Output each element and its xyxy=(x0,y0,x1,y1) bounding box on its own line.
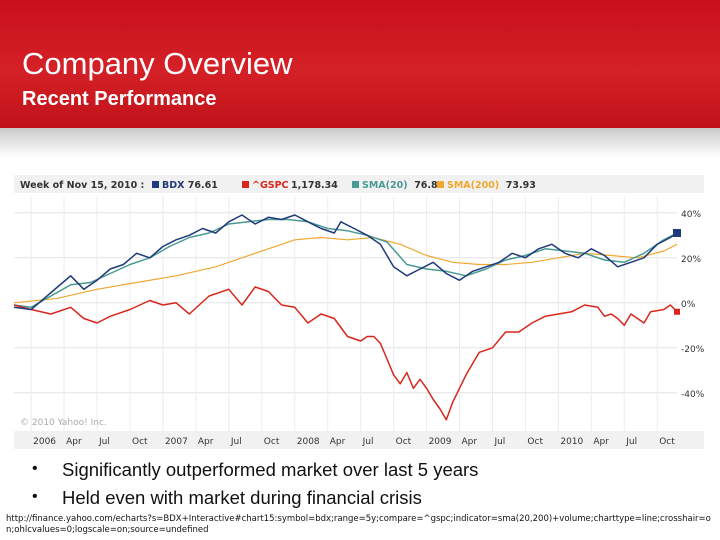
bullet-icon: • xyxy=(32,488,38,505)
y-tick-label: -40% xyxy=(681,390,704,400)
x-tick-label: Oct xyxy=(659,437,675,447)
stock-chart-svg: 40% 20% 0% -20% -40% 2006 Apr Jul Oct 2007 Apr Jul O… xyxy=(13,175,705,449)
x-tick-label: Apr xyxy=(593,437,609,447)
y-tick-label: -20% xyxy=(681,345,704,355)
legend-series-value: 76.85 xyxy=(414,180,444,191)
stock-chart: 40% 20% 0% -20% -40% 2006 Apr Jul Oct 2007 Apr Jul O… xyxy=(13,175,705,449)
chart-background xyxy=(14,175,704,449)
x-tick-label: Apr xyxy=(330,437,346,447)
x-tick-label: 2007 xyxy=(165,437,188,447)
x-tick-label: 2010 xyxy=(560,437,583,447)
bullet-item: • Significantly outperformed market over… xyxy=(32,459,712,487)
bdx-end-marker xyxy=(673,229,681,237)
legend-series-name: BDX xyxy=(162,180,185,191)
x-tick-label: Jul xyxy=(362,437,374,447)
y-tick-label: 20% xyxy=(681,255,701,265)
legend-series-name: SMA(200) xyxy=(447,180,499,191)
legend-series-name: ^GSPC xyxy=(252,180,289,191)
legend-series-value: 76.61 xyxy=(188,180,218,191)
y-tick-label: 40% xyxy=(681,210,701,220)
x-tick-label: Oct xyxy=(264,437,280,447)
legend-swatch xyxy=(437,181,444,188)
legend-swatch xyxy=(242,181,249,188)
legend-swatch xyxy=(152,181,159,188)
x-tick-label: 2008 xyxy=(297,437,320,447)
slide-subtitle: Recent Performance xyxy=(22,88,217,110)
x-tick-label: Jul xyxy=(625,437,637,447)
x-tick-label: Oct xyxy=(396,437,412,447)
x-tick-label: Apr xyxy=(198,437,214,447)
legend-series-value: 73.93 xyxy=(506,180,536,191)
bullet-text: Held even with market during financial c… xyxy=(62,487,422,508)
series-line-gspc xyxy=(13,286,678,421)
bullet-text: Significantly outperformed market over l… xyxy=(62,459,479,480)
x-tick-label: 2009 xyxy=(429,437,452,447)
legend-week-label: Week of Nov 15, 2010 : xyxy=(20,180,144,191)
chart-watermark: © 2010 Yahoo! Inc. xyxy=(20,418,107,428)
y-tick-label: 0% xyxy=(681,300,696,310)
x-tick-label: Apr xyxy=(462,437,478,447)
series-line-bdx xyxy=(13,214,678,311)
slide-header xyxy=(0,0,720,128)
legend-series-name: SMA(20) xyxy=(362,180,408,191)
bullet-item: • Held even with market during financial… xyxy=(32,487,712,515)
x-tick-label: Oct xyxy=(527,437,543,447)
legend-swatch xyxy=(352,181,359,188)
x-axis-bar xyxy=(14,431,704,449)
series-line-sma200 xyxy=(13,236,678,304)
bullet-list: • Significantly outperformed market over… xyxy=(32,459,712,515)
series-line-sma20 xyxy=(13,218,678,309)
x-tick-label: 2006 xyxy=(33,437,56,447)
header-shadow xyxy=(0,128,720,158)
x-tick-label: Jul xyxy=(98,437,110,447)
source-url: http://finance.yahoo.com/echarts?s=BDX+I… xyxy=(6,514,711,535)
x-tick-label: Oct xyxy=(132,437,148,447)
slide-title: Company Overview xyxy=(22,46,293,81)
legend-series-value: 1,178.34 xyxy=(291,180,338,191)
gspc-end-marker xyxy=(674,308,680,315)
bullet-icon: • xyxy=(32,460,38,477)
x-tick-label: Jul xyxy=(493,437,505,447)
x-tick-label: Apr xyxy=(66,437,82,447)
x-tick-label: Jul xyxy=(230,437,242,447)
